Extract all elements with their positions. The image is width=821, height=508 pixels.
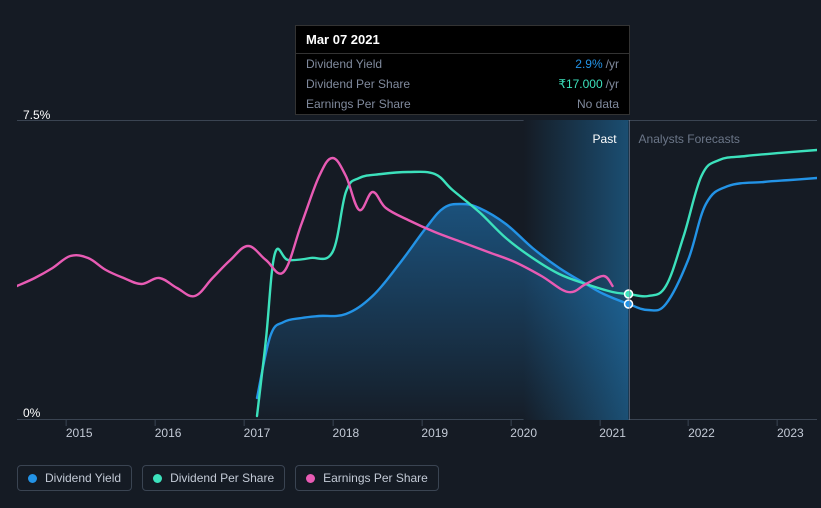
tooltip-row-value: No data bbox=[577, 97, 619, 111]
x-tick-label: 2023 bbox=[777, 426, 804, 440]
x-tick-label: 2015 bbox=[66, 426, 93, 440]
tooltip-row-suffix: /yr bbox=[606, 57, 619, 71]
tooltip-row-value: 2.9% bbox=[575, 57, 602, 71]
x-tick-label: 2019 bbox=[421, 426, 448, 440]
chart-area[interactable]: Past Analysts Forecasts bbox=[17, 120, 817, 420]
forecast-label: Analysts Forecasts bbox=[639, 132, 740, 146]
tooltip-date: Mar 07 2021 bbox=[296, 26, 629, 54]
x-tick-label: 2021 bbox=[599, 426, 626, 440]
legend-label: Dividend Yield bbox=[45, 471, 121, 485]
tooltip-row-label: Dividend Per Share bbox=[306, 77, 558, 91]
tooltip-row-suffix: /yr bbox=[606, 77, 619, 91]
x-tick-label: 2016 bbox=[155, 426, 182, 440]
chart-tooltip: Mar 07 2021 Dividend Yield2.9%/yrDividen… bbox=[295, 25, 630, 115]
legend-label: Earnings Per Share bbox=[323, 471, 428, 485]
chart-legend: Dividend Yield Dividend Per Share Earnings… bbox=[17, 465, 439, 491]
legend-item[interactable]: Dividend Yield bbox=[17, 465, 132, 491]
legend-dot bbox=[153, 474, 162, 483]
tooltip-row-label: Dividend Yield bbox=[306, 57, 575, 71]
x-tick-label: 2020 bbox=[510, 426, 537, 440]
legend-dot bbox=[306, 474, 315, 483]
past-label: Past bbox=[593, 132, 617, 146]
tooltip-row-value: ₹17.000 bbox=[558, 77, 602, 91]
tooltip-row: Dividend Per Share₹17.000/yr bbox=[296, 74, 629, 94]
legend-item[interactable]: Earnings Per Share bbox=[295, 465, 439, 491]
x-tick-label: 2017 bbox=[244, 426, 271, 440]
x-tick-label: 2018 bbox=[333, 426, 360, 440]
current-date-marker bbox=[629, 120, 630, 420]
legend-item[interactable]: Dividend Per Share bbox=[142, 465, 285, 491]
x-tick-label: 2022 bbox=[688, 426, 715, 440]
tooltip-row: Earnings Per ShareNo data bbox=[296, 94, 629, 114]
tooltip-row: Dividend Yield2.9% /yr bbox=[296, 54, 629, 74]
x-axis: 2015 2016 2017 2018 2019 2020 2021 2022 2023 bbox=[17, 426, 817, 446]
tooltip-row-label: Earnings Per Share bbox=[306, 97, 577, 111]
legend-label: Dividend Per Share bbox=[170, 471, 274, 485]
chart-svg bbox=[17, 120, 817, 420]
legend-dot bbox=[28, 474, 37, 483]
